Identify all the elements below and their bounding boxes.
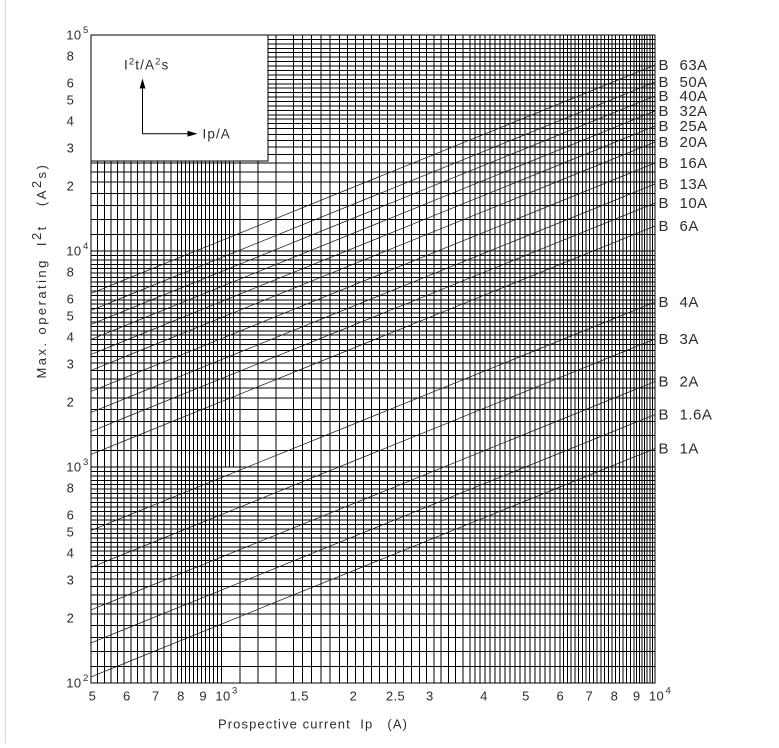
svg-text:8: 8: [67, 265, 75, 280]
svg-text:4: 4: [480, 689, 488, 704]
svg-text:3A: 3A: [680, 331, 699, 348]
svg-text:B: B: [659, 103, 670, 120]
svg-text:9: 9: [633, 689, 641, 704]
svg-text:8: 8: [67, 49, 75, 64]
svg-text:B: B: [659, 176, 670, 193]
svg-text:2.5: 2.5: [386, 689, 405, 704]
svg-text:3: 3: [426, 689, 434, 704]
svg-text:1.5: 1.5: [290, 689, 309, 704]
svg-text:3: 3: [232, 686, 238, 697]
svg-text:20A: 20A: [680, 134, 708, 151]
svg-text:2: 2: [67, 611, 75, 626]
svg-text:B: B: [659, 195, 670, 212]
svg-text:4: 4: [67, 546, 75, 561]
svg-text:63A: 63A: [680, 57, 708, 74]
svg-text:5: 5: [83, 25, 89, 36]
svg-text:5: 5: [522, 689, 530, 704]
svg-text:B: B: [659, 118, 670, 135]
svg-text:3: 3: [67, 357, 75, 372]
svg-text:2: 2: [67, 395, 75, 410]
svg-text:4: 4: [67, 114, 75, 129]
svg-text:6: 6: [67, 76, 75, 91]
svg-text:25A: 25A: [680, 118, 708, 135]
svg-text:5: 5: [89, 689, 97, 704]
svg-text:Max. operating I2t (A2s): Max. operating I2t (A2s): [29, 163, 49, 379]
svg-text:B: B: [659, 407, 670, 424]
svg-text:B: B: [659, 57, 670, 74]
svg-text:6: 6: [67, 508, 75, 523]
svg-text:6: 6: [556, 689, 564, 704]
svg-text:6: 6: [123, 689, 131, 704]
svg-text:8: 8: [67, 481, 75, 496]
svg-text:50A: 50A: [680, 74, 708, 91]
svg-text:4: 4: [67, 330, 75, 345]
svg-text:4: 4: [666, 686, 672, 697]
svg-text:9: 9: [199, 689, 207, 704]
svg-text:10A: 10A: [680, 195, 708, 212]
svg-text:16A: 16A: [680, 155, 708, 172]
svg-text:10: 10: [66, 28, 81, 43]
svg-text:5: 5: [67, 525, 75, 540]
svg-text:4: 4: [83, 241, 89, 252]
svg-text:10: 10: [66, 460, 81, 475]
svg-text:5: 5: [67, 93, 75, 108]
svg-text:10: 10: [66, 676, 81, 691]
svg-text:2: 2: [350, 689, 358, 704]
svg-text:B: B: [659, 134, 670, 151]
svg-text:B: B: [659, 88, 670, 105]
svg-text:B: B: [659, 74, 670, 91]
svg-text:B: B: [659, 331, 670, 348]
svg-text:Ip/A: Ip/A: [203, 126, 231, 141]
svg-text:32A: 32A: [680, 103, 708, 120]
svg-text:7: 7: [152, 689, 160, 704]
svg-text:6: 6: [67, 292, 75, 307]
svg-text:5: 5: [67, 309, 75, 324]
svg-text:40A: 40A: [680, 88, 708, 105]
svg-text:B: B: [659, 374, 670, 391]
svg-text:8: 8: [611, 689, 619, 704]
svg-text:4A: 4A: [680, 294, 699, 311]
svg-text:3: 3: [67, 141, 75, 156]
svg-text:1.6A: 1.6A: [680, 407, 713, 424]
svg-text:7: 7: [585, 689, 593, 704]
svg-text:B: B: [659, 155, 670, 172]
svg-text:B: B: [659, 441, 670, 458]
svg-text:13A: 13A: [680, 176, 708, 193]
svg-text:10: 10: [66, 244, 81, 259]
svg-text:2: 2: [67, 179, 75, 194]
svg-text:10: 10: [649, 689, 664, 704]
svg-text:2A: 2A: [680, 374, 699, 391]
svg-text:Prospective current Ip (A): Prospective current Ip (A): [218, 717, 408, 732]
svg-text:3: 3: [67, 573, 75, 588]
svg-text:6A: 6A: [680, 218, 699, 235]
svg-text:3: 3: [83, 457, 89, 468]
svg-text:8: 8: [177, 689, 185, 704]
svg-text:10: 10: [215, 689, 230, 704]
svg-text:2: 2: [83, 673, 89, 684]
svg-text:B: B: [659, 294, 670, 311]
svg-text:1A: 1A: [680, 441, 699, 458]
svg-text:B: B: [659, 218, 670, 235]
